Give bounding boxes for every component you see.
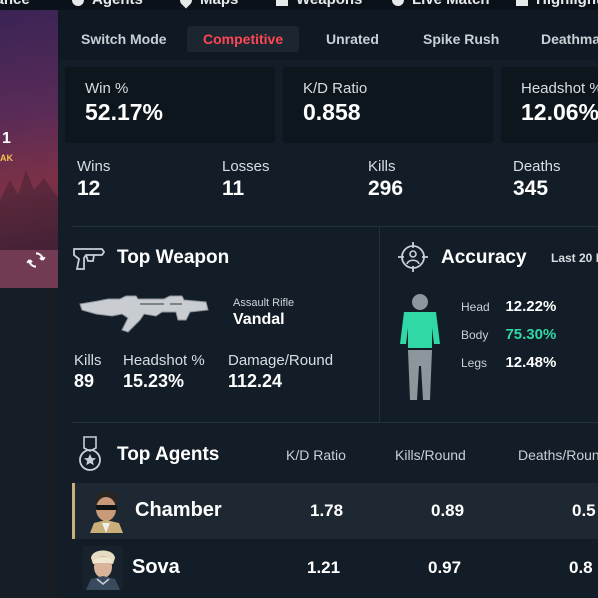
agents-icon (72, 0, 84, 7)
stat-label: Kills (74, 352, 102, 369)
weapon-name: Vandal (233, 311, 285, 328)
sidebar-gutter (0, 288, 58, 598)
accuracy-value: 12.22% (505, 298, 557, 315)
kpi-value: 52.17% (85, 99, 164, 125)
weapon-stat-kills: Kills 89 (74, 352, 102, 392)
stat-wins: Wins 12 (77, 158, 110, 201)
tab-deathmatch[interactable]: Deathmatch (541, 31, 598, 47)
stat-value: 11 (222, 177, 245, 200)
stat-value: 12 (77, 177, 101, 200)
stat-losses: Losses 11 (222, 158, 270, 201)
accuracy-row-body: Body 75.30% (461, 326, 556, 344)
top-nav: Performance Agents Maps Weapons Live Mat… (0, 0, 598, 10)
refresh-button[interactable] (22, 248, 50, 272)
section-divider (72, 226, 598, 227)
section-divider (72, 422, 598, 423)
kpi-label: Win % (85, 80, 129, 97)
accuracy-label: Legs (461, 356, 488, 370)
agent-portrait-sova (83, 546, 123, 590)
section-title-top-agents: Top Agents (117, 444, 220, 465)
kpi-card-headshot: Headshot % 12.06% (501, 67, 598, 143)
accuracy-period-label: Last 20 M (551, 251, 598, 265)
kpi-value: 0.858 (303, 99, 361, 125)
nav-item-performance[interactable]: Performance (0, 0, 30, 8)
stat-label: Headshot % (123, 352, 205, 369)
stat-value: 345 (513, 177, 549, 200)
stat-value: 112.24 (228, 371, 283, 391)
kpi-card-kd-ratio: K/D Ratio 0.858 (283, 67, 493, 143)
agent-portrait-chamber (86, 489, 126, 533)
stat-value: 15.23% (123, 371, 185, 391)
column-header-kd-ratio[interactable]: K/D Ratio (286, 447, 346, 463)
weapon-stat-damage-round: Damage/Round 112.24 (228, 352, 333, 392)
stat-label: Kills (368, 158, 396, 175)
accuracy-value: 75.30% (505, 326, 557, 343)
table-row[interactable]: Sova 1.21 0.97 0.8 (72, 540, 598, 596)
stat-label: Damage/Round (228, 352, 334, 369)
nav-item-weapons[interactable]: Weapons (276, 0, 362, 8)
agent-deaths-round: 0.8 (569, 558, 593, 577)
section-divider-vertical (379, 226, 380, 422)
nav-item-live-match[interactable]: Live Match (392, 0, 490, 8)
nav-item-maps[interactable]: Maps (177, 0, 238, 9)
stat-deaths: Deaths 345 (513, 158, 561, 201)
weapon-stat-headshot: Headshot % 15.23% (123, 352, 205, 392)
accuracy-label: Body (461, 328, 489, 342)
crosshair-target-icon (397, 241, 429, 273)
weapon-icon (276, 0, 288, 7)
refresh-bar (0, 250, 58, 288)
stat-label: Losses (222, 158, 270, 175)
kpi-card-win-rate: Win % 52.17% (65, 67, 275, 143)
body-hit-diagram-icon (396, 292, 444, 402)
accuracy-row-legs: Legs 12.48% (461, 354, 556, 372)
accuracy-label: Head (461, 300, 490, 314)
tab-spike-rush[interactable]: Spike Rush (423, 31, 500, 47)
pistol-icon (72, 243, 106, 273)
agent-kills-round: 0.97 (428, 558, 462, 577)
agent-kd: 1.21 (307, 558, 341, 577)
nav-item-highlights[interactable]: Highlights (516, 0, 598, 8)
tab-unrated[interactable]: Unrated (326, 31, 379, 47)
kpi-label: Headshot % (521, 80, 598, 97)
kpi-label: K/D Ratio (303, 80, 368, 97)
stat-label: Wins (77, 158, 111, 175)
tab-competitive[interactable]: Competitive (187, 26, 300, 52)
profile-banner: 1 AK (0, 10, 58, 288)
refresh-icon (26, 252, 46, 268)
kpi-value: 12.06% (521, 99, 598, 125)
mode-tabs: Switch Mode Competitive Unrated Spike Ru… (58, 18, 598, 60)
live-dot-icon (392, 0, 404, 7)
agent-name: Sova (132, 556, 180, 578)
section-title-accuracy: Accuracy (441, 247, 527, 268)
column-header-deaths-round[interactable]: Deaths/Round (518, 447, 598, 463)
agent-kd: 1.78 (310, 501, 344, 520)
weapon-type: Assault Rifle (233, 297, 295, 309)
vandal-weapon-icon (78, 290, 210, 336)
rank-number: 1 (2, 130, 11, 147)
tab-switch-mode[interactable]: Switch Mode (81, 31, 167, 47)
table-row[interactable]: Chamber 1.78 0.89 0.5 (72, 483, 598, 539)
section-title-top-weapon: Top Weapon (117, 247, 230, 268)
agent-name: Chamber (135, 499, 222, 521)
map-pin-icon (177, 0, 195, 9)
stat-value: 89 (74, 371, 95, 391)
nav-item-agents[interactable]: Agents (72, 0, 143, 8)
column-header-kills-round[interactable]: Kills/Round (395, 447, 466, 463)
stat-value: 296 (368, 177, 404, 200)
accuracy-row-head: Head 12.22% (461, 298, 556, 316)
stat-label: Deaths (513, 158, 561, 175)
rank-tag: AK (0, 153, 13, 163)
stat-kills: Kills 296 (368, 158, 403, 201)
highlights-icon (516, 0, 528, 7)
agent-kills-round: 0.89 (431, 501, 465, 520)
accuracy-value: 12.48% (505, 354, 557, 371)
banner-artwork (0, 170, 58, 250)
agent-deaths-round: 0.5 (572, 501, 596, 520)
medal-icon (77, 436, 103, 472)
